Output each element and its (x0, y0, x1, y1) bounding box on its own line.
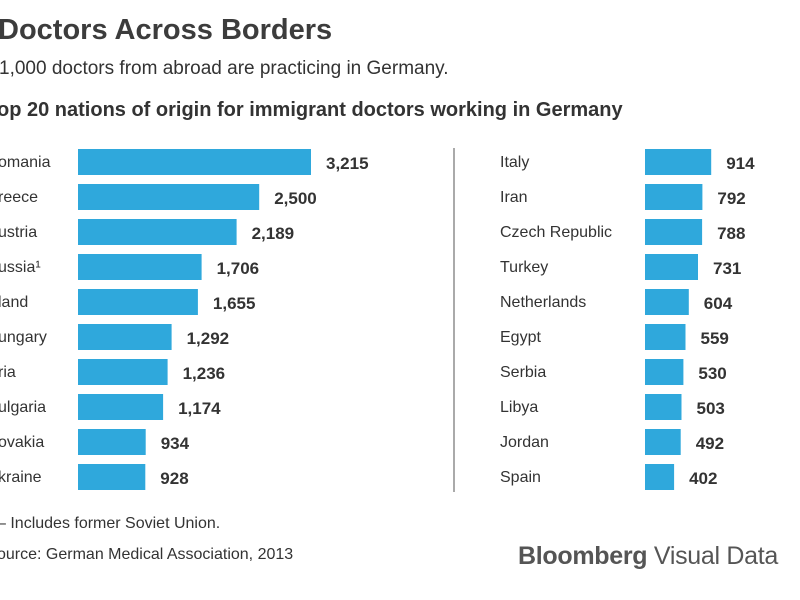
bar (645, 289, 689, 315)
bar (645, 219, 703, 245)
bar (78, 394, 164, 420)
bar (645, 324, 686, 350)
value-label: 492 (696, 434, 724, 453)
bar (78, 254, 202, 280)
bar (78, 184, 260, 210)
value-label: 1,655 (213, 294, 256, 313)
source-note: ource: German Medical Association, 2013 (0, 546, 294, 563)
bar (645, 394, 682, 420)
category-label: Egypt (500, 329, 541, 346)
value-label: 928 (160, 469, 188, 488)
chart-subtitle: 1,000 doctors from abroad are practicing… (0, 58, 449, 79)
category-label: reece (0, 189, 38, 206)
value-label: 731 (713, 259, 741, 278)
category-label: ria (0, 364, 16, 381)
logo-light-text: Visual Data (647, 542, 778, 570)
category-label: Spain (500, 469, 541, 486)
value-label: 1,174 (178, 399, 221, 418)
value-label: 530 (698, 364, 726, 383)
value-label: 2,189 (252, 224, 295, 243)
category-label: land (0, 294, 28, 311)
value-label: 559 (701, 329, 729, 348)
category-label: ustria (0, 224, 37, 241)
category-label: Turkey (500, 259, 548, 276)
chart-heading: op 20 nations of origin for immigrant do… (0, 99, 623, 121)
category-label: ussia¹ (0, 259, 41, 276)
value-label: 503 (697, 399, 725, 418)
bar (78, 219, 237, 245)
category-label: Iran (500, 189, 528, 206)
value-label: 788 (717, 224, 745, 243)
category-label: Serbia (500, 364, 546, 381)
logo-bold-text: Bloomberg (518, 542, 648, 570)
footnote: – Includes former Soviet Union. (0, 515, 221, 532)
value-label: 402 (689, 469, 717, 488)
bar (78, 359, 168, 385)
bar (645, 254, 698, 280)
category-label: kraine (0, 469, 42, 486)
bar (645, 464, 675, 490)
bloomberg-logo: Bloomberg Visual Data (518, 542, 778, 571)
value-label: 792 (717, 189, 745, 208)
value-label: 1,292 (187, 329, 230, 348)
category-label: Italy (500, 154, 529, 171)
bar (645, 149, 712, 175)
category-label: Netherlands (500, 294, 586, 311)
value-label: 2,500 (274, 189, 317, 208)
chart-title-main: Doctors Across Borders (0, 14, 333, 46)
value-label: 934 (161, 434, 190, 453)
value-label: 3,215 (326, 154, 369, 173)
value-label: 914 (726, 154, 755, 173)
value-label: 604 (704, 294, 733, 313)
category-label: ulgaria (0, 399, 46, 416)
category-label: Jordan (500, 434, 549, 451)
category-label: omania (0, 154, 51, 171)
bar (78, 149, 311, 175)
bar (78, 429, 146, 455)
bar (645, 429, 681, 455)
bar (78, 289, 198, 315)
category-label: Czech Republic (500, 224, 612, 241)
bar (78, 464, 146, 490)
bar (645, 184, 703, 210)
bar (78, 324, 172, 350)
value-label: 1,706 (217, 259, 260, 278)
value-label: 1,236 (183, 364, 226, 383)
category-label: Libya (500, 399, 538, 416)
category-label: ungary (0, 329, 47, 346)
bar (645, 359, 684, 385)
category-label: ovakia (0, 434, 44, 451)
